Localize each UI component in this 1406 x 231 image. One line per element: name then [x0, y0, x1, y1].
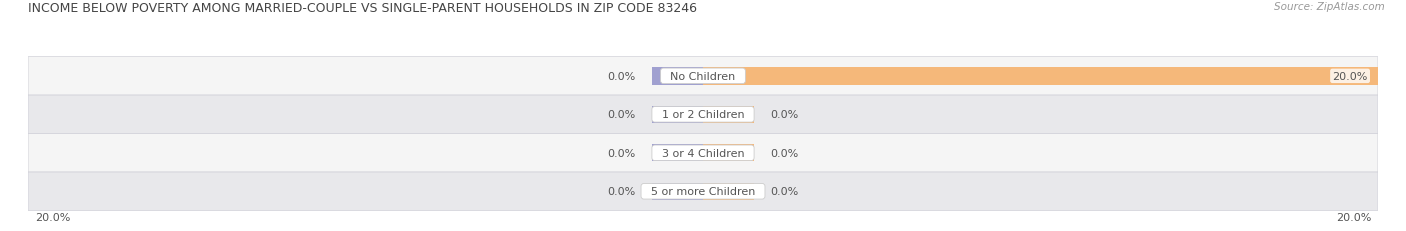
Text: 0.0%: 0.0%	[770, 110, 799, 120]
Bar	[703, 183, 754, 200]
Text: 0.0%: 0.0%	[607, 110, 636, 120]
Bar	[703, 68, 1378, 85]
Text: INCOME BELOW POVERTY AMONG MARRIED-COUPLE VS SINGLE-PARENT HOUSEHOLDS IN ZIP COD: INCOME BELOW POVERTY AMONG MARRIED-COUPL…	[28, 2, 697, 15]
Bar	[652, 145, 703, 162]
Text: 5 or more Children: 5 or more Children	[644, 186, 762, 196]
Text: 0.0%: 0.0%	[607, 72, 636, 82]
Text: 0.0%: 0.0%	[607, 148, 636, 158]
Bar	[652, 183, 703, 200]
Text: 0.0%: 0.0%	[770, 148, 799, 158]
Bar	[652, 106, 703, 123]
Text: 0.0%: 0.0%	[607, 186, 636, 196]
Text: Source: ZipAtlas.com: Source: ZipAtlas.com	[1274, 2, 1385, 12]
FancyBboxPatch shape	[28, 96, 1378, 134]
FancyBboxPatch shape	[28, 134, 1378, 172]
Bar	[652, 68, 703, 85]
Text: 3 or 4 Children: 3 or 4 Children	[655, 148, 751, 158]
Text: No Children: No Children	[664, 72, 742, 82]
Text: 20.0%: 20.0%	[1333, 72, 1368, 82]
FancyBboxPatch shape	[28, 57, 1378, 96]
Text: 20.0%: 20.0%	[35, 212, 70, 222]
Text: 20.0%: 20.0%	[1336, 212, 1371, 222]
Text: 0.0%: 0.0%	[770, 186, 799, 196]
Text: 1 or 2 Children: 1 or 2 Children	[655, 110, 751, 120]
FancyBboxPatch shape	[28, 172, 1378, 211]
Bar	[703, 145, 754, 162]
Bar	[703, 106, 754, 123]
